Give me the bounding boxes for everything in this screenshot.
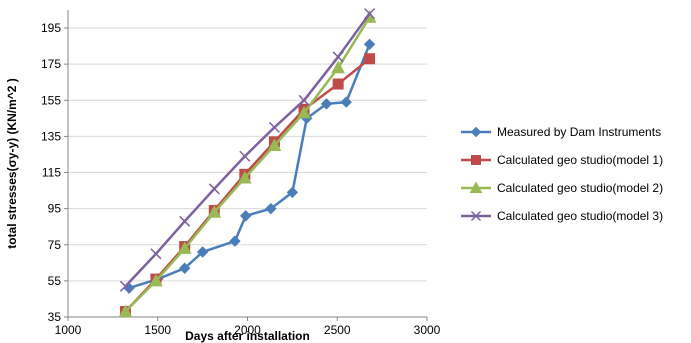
data-point-x — [298, 94, 310, 106]
y-tick-label: 115 — [42, 166, 61, 180]
data-point-x — [364, 8, 376, 20]
data-point-diamond — [286, 186, 299, 199]
legend-label: Calculated geo studio(model 3) — [497, 209, 663, 223]
data-point-triangle — [469, 181, 483, 193]
data-point-x — [119, 280, 131, 292]
data-point-x — [332, 51, 344, 63]
y-tick-label: 75 — [48, 238, 62, 252]
data-point-x-stroke — [364, 8, 376, 20]
data-point-x — [470, 210, 482, 222]
data-point-square — [332, 78, 344, 90]
x-tick-label: 2500 — [324, 323, 351, 337]
legend: Measured by Dam Instruments Calculated ge… — [461, 125, 663, 223]
series-line — [124, 12, 371, 288]
y-tick-label: 175 — [41, 57, 61, 71]
tick-labels: 35 55 75 95 115 135 155 175 195 1000 1500 2000 2500 3… — [41, 21, 441, 337]
data-point-x-stroke — [150, 248, 162, 260]
series-group — [118, 8, 377, 318]
y-tick-label: 195 — [41, 21, 61, 35]
data-point-diamond — [239, 210, 252, 222]
legend-entry: Calculated geo studio(model 3) — [461, 209, 663, 223]
data-point-triangle — [149, 273, 163, 287]
data-point-x-stroke — [179, 215, 191, 227]
data-point-diamond — [340, 96, 352, 108]
data-point-x-stroke — [208, 183, 220, 195]
data-point-x — [208, 183, 220, 195]
series-4 — [119, 8, 376, 292]
data-point-triangle — [267, 138, 282, 151]
data-point-x — [150, 248, 162, 260]
data-point-diamond — [363, 38, 376, 51]
axes — [64, 10, 428, 321]
series-1 — [123, 38, 376, 294]
data-point-square — [471, 155, 481, 165]
x-tick-label: 3000 — [414, 323, 441, 337]
data-point-triangle — [177, 241, 192, 254]
y-axis-title: total stresses(σy-y) (KN/m^2 ) — [5, 78, 19, 249]
data-point-diamond — [320, 98, 333, 110]
y-tick-label: 155 — [41, 93, 61, 107]
legend-label: Calculated geo studio(model 1) — [497, 153, 663, 167]
x-tick-label: 1000 — [55, 323, 82, 337]
data-point-diamond — [229, 235, 241, 247]
legend-label: Measured by Dam Instruments — [497, 125, 661, 139]
y-tick-label: 55 — [48, 274, 62, 288]
legend-entry: Calculated geo studio(model 2) — [461, 181, 663, 195]
data-point-square — [364, 53, 376, 65]
data-point-diamond — [196, 246, 209, 258]
y-tick-label: 95 — [48, 202, 62, 216]
data-point-triangle — [331, 60, 345, 74]
x-axis-title: Days after installation — [185, 329, 310, 343]
data-point-diamond — [265, 202, 277, 215]
y-tick-label: 135 — [41, 129, 61, 143]
data-point-x-stroke — [298, 94, 310, 106]
data-point-x — [239, 150, 251, 162]
data-point-x — [268, 121, 280, 133]
data-point-x-stroke — [268, 121, 280, 133]
data-point-x-stroke — [470, 210, 482, 222]
data-point-diamond — [470, 126, 482, 138]
data-point-triangle — [237, 170, 252, 184]
data-point-triangle — [297, 105, 311, 119]
data-point-x-stroke — [332, 51, 344, 63]
data-point-x-stroke — [239, 150, 251, 162]
data-point-x-stroke — [119, 280, 131, 292]
legend-entry: Measured by Dam Instruments — [461, 125, 661, 139]
legend-entry: Calculated geo studio(model 1) — [461, 153, 663, 167]
x-tick-label: 1500 — [144, 323, 171, 337]
data-point-triangle — [207, 205, 222, 218]
data-point-x — [179, 215, 191, 227]
x-tick-label: 2000 — [234, 323, 261, 337]
y-tick-label: 35 — [48, 310, 62, 324]
data-point-diamond — [178, 262, 191, 274]
data-point-triangle — [118, 304, 133, 318]
legend-label: Calculated geo studio(model 2) — [497, 181, 663, 195]
